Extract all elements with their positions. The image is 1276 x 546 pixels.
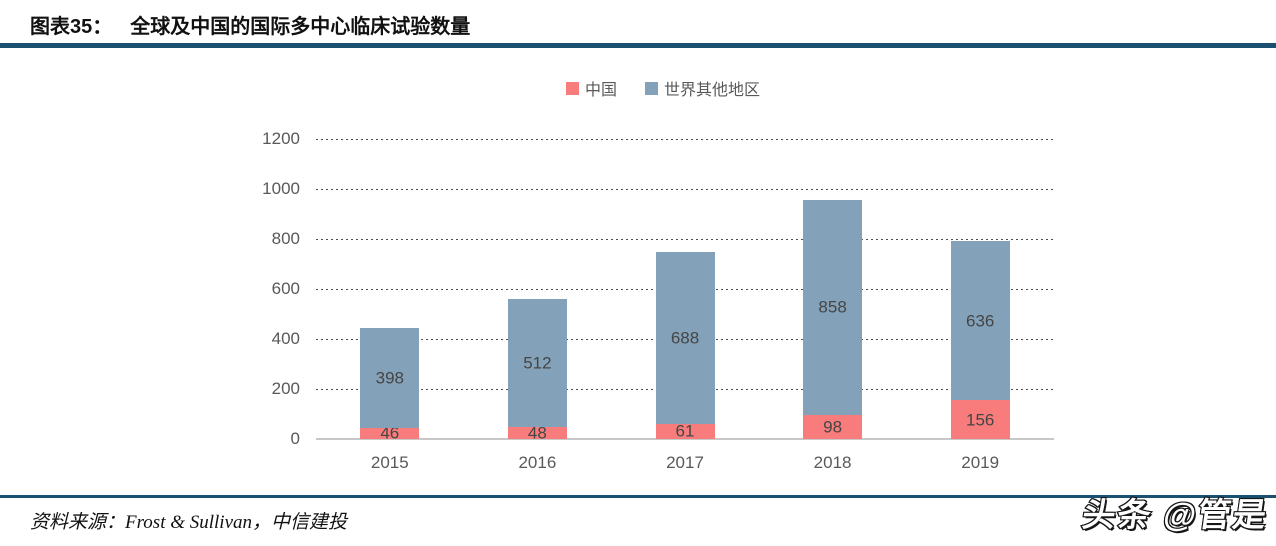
y-tick-label-200: 200 <box>271 379 300 398</box>
y-tick-label-1200: 1200 <box>262 129 300 148</box>
bottom-rule <box>0 495 1276 498</box>
x-tick-label-2016: 2016 <box>518 453 557 472</box>
bar-segment-china-2019: 156 <box>950 400 1010 439</box>
bar-label-world-2015: 398 <box>375 368 404 388</box>
bar-label-china-2016: 48 <box>527 423 547 443</box>
bar-label-world-2017: 688 <box>670 328 700 348</box>
gridline-1200 <box>316 139 1054 140</box>
bar-label-world-2018: 858 <box>818 297 847 317</box>
x-axis-baseline <box>316 438 1054 440</box>
bar-segment-china-2017: 61 <box>655 421 715 441</box>
legend-item-world: 世界其他地区 <box>645 76 760 100</box>
bar-segment-world-2016: 512 <box>507 299 567 427</box>
bar-label-world-2019: 636 <box>966 311 995 330</box>
y-tick-label-400: 400 <box>271 329 300 348</box>
source-note: 资料来源：Frost & Sullivan，中信建投 <box>30 512 348 533</box>
y-tick-label-1000: 1000 <box>262 179 300 198</box>
bar-segment-china-2018: 98 <box>803 414 863 439</box>
x-tick-label-2018: 2018 <box>813 453 852 472</box>
bar-segment-china-2016: 48 <box>507 423 567 443</box>
gridline-800 <box>316 239 1054 240</box>
legend-swatch-world <box>645 81 658 95</box>
bar-label-china-2015: 46 <box>380 423 400 443</box>
legend: 中国 世界其他地区 <box>294 76 1032 100</box>
figure-title: 全球及中国的国际多中心临床试验数量 <box>130 16 471 38</box>
bar-label-china-2017: 61 <box>675 421 695 441</box>
x-tick-label-2017: 2017 <box>666 453 704 472</box>
bar-segment-china-2015: 46 <box>360 423 420 443</box>
plot-area: 0 200 400 600 800 1000 1200 46 398 2015 48 512 2016 6… <box>262 129 1054 472</box>
top-rule <box>0 43 1276 48</box>
x-tick-label-2015: 2015 <box>370 453 409 472</box>
gridline-1000 <box>316 189 1054 190</box>
legend-swatch-china <box>565 81 579 95</box>
watermark: 头条 @管是 <box>1079 495 1272 534</box>
bar-label-china-2018: 98 <box>823 417 843 437</box>
legend-label-china: 中国 <box>584 82 617 99</box>
figure-label: 图表35： <box>30 16 113 38</box>
bar-label-world-2016: 512 <box>523 353 552 373</box>
bar-segment-world-2015: 398 <box>360 328 420 428</box>
y-tick-label-600: 600 <box>271 279 300 298</box>
bar-label-china-2019: 156 <box>966 410 995 429</box>
bar-segment-world-2017: 688 <box>655 251 715 424</box>
x-tick-label-2019: 2019 <box>961 453 1000 472</box>
y-tick-label-800: 800 <box>271 229 300 248</box>
bar-segment-world-2019: 636 <box>950 241 1010 400</box>
y-tick-label-0: 0 <box>290 429 300 448</box>
page-title: 图表35： 全球及中国的国际多中心临床试验数量 <box>30 10 470 38</box>
legend-item-china: 中国 <box>565 76 617 100</box>
bar-segment-world-2018: 858 <box>803 200 863 415</box>
legend-label-world: 世界其他地区 <box>664 82 761 99</box>
